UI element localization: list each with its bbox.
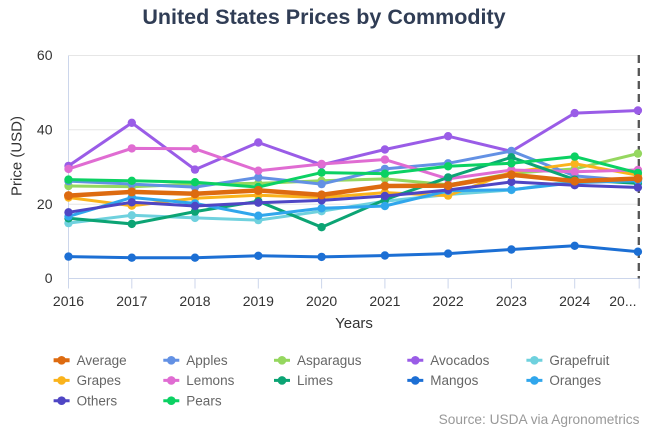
svg-text:Limes: Limes [297, 373, 333, 388]
svg-text:2020: 2020 [306, 293, 337, 309]
svg-text:Others: Others [77, 393, 118, 408]
svg-text:Average: Average [77, 353, 127, 368]
svg-text:2018: 2018 [179, 293, 210, 309]
svg-text:Grapes: Grapes [77, 373, 122, 388]
svg-text:2019: 2019 [243, 293, 274, 309]
svg-text:2016: 2016 [53, 293, 84, 309]
svg-text:2017: 2017 [116, 293, 147, 309]
svg-text:Years: Years [335, 315, 373, 332]
svg-text:40: 40 [37, 122, 53, 138]
svg-text:Avocados: Avocados [430, 353, 489, 368]
svg-text:2024: 2024 [559, 293, 590, 309]
svg-text:0: 0 [45, 270, 53, 286]
svg-text:Asparagus: Asparagus [297, 353, 362, 368]
svg-text:Pears: Pears [186, 393, 222, 408]
svg-text:2023: 2023 [496, 293, 527, 309]
svg-text:Oranges: Oranges [549, 373, 601, 388]
svg-text:United States Prices by Commod: United States Prices by Commodity [142, 5, 505, 29]
svg-text:Lemons: Lemons [186, 373, 234, 388]
svg-text:2022: 2022 [433, 293, 464, 309]
svg-text:20: 20 [37, 196, 53, 212]
svg-text:Grapefruit: Grapefruit [549, 353, 609, 368]
svg-text:Apples: Apples [186, 353, 228, 368]
svg-text:Price (USD): Price (USD) [9, 116, 26, 196]
svg-text:Source: USDA via Agronometrics: Source: USDA via Agronometrics [439, 412, 640, 427]
svg-text:20...: 20... [609, 293, 636, 309]
svg-text:Mangos: Mangos [430, 373, 478, 388]
svg-text:60: 60 [37, 47, 53, 63]
svg-text:2021: 2021 [369, 293, 400, 309]
